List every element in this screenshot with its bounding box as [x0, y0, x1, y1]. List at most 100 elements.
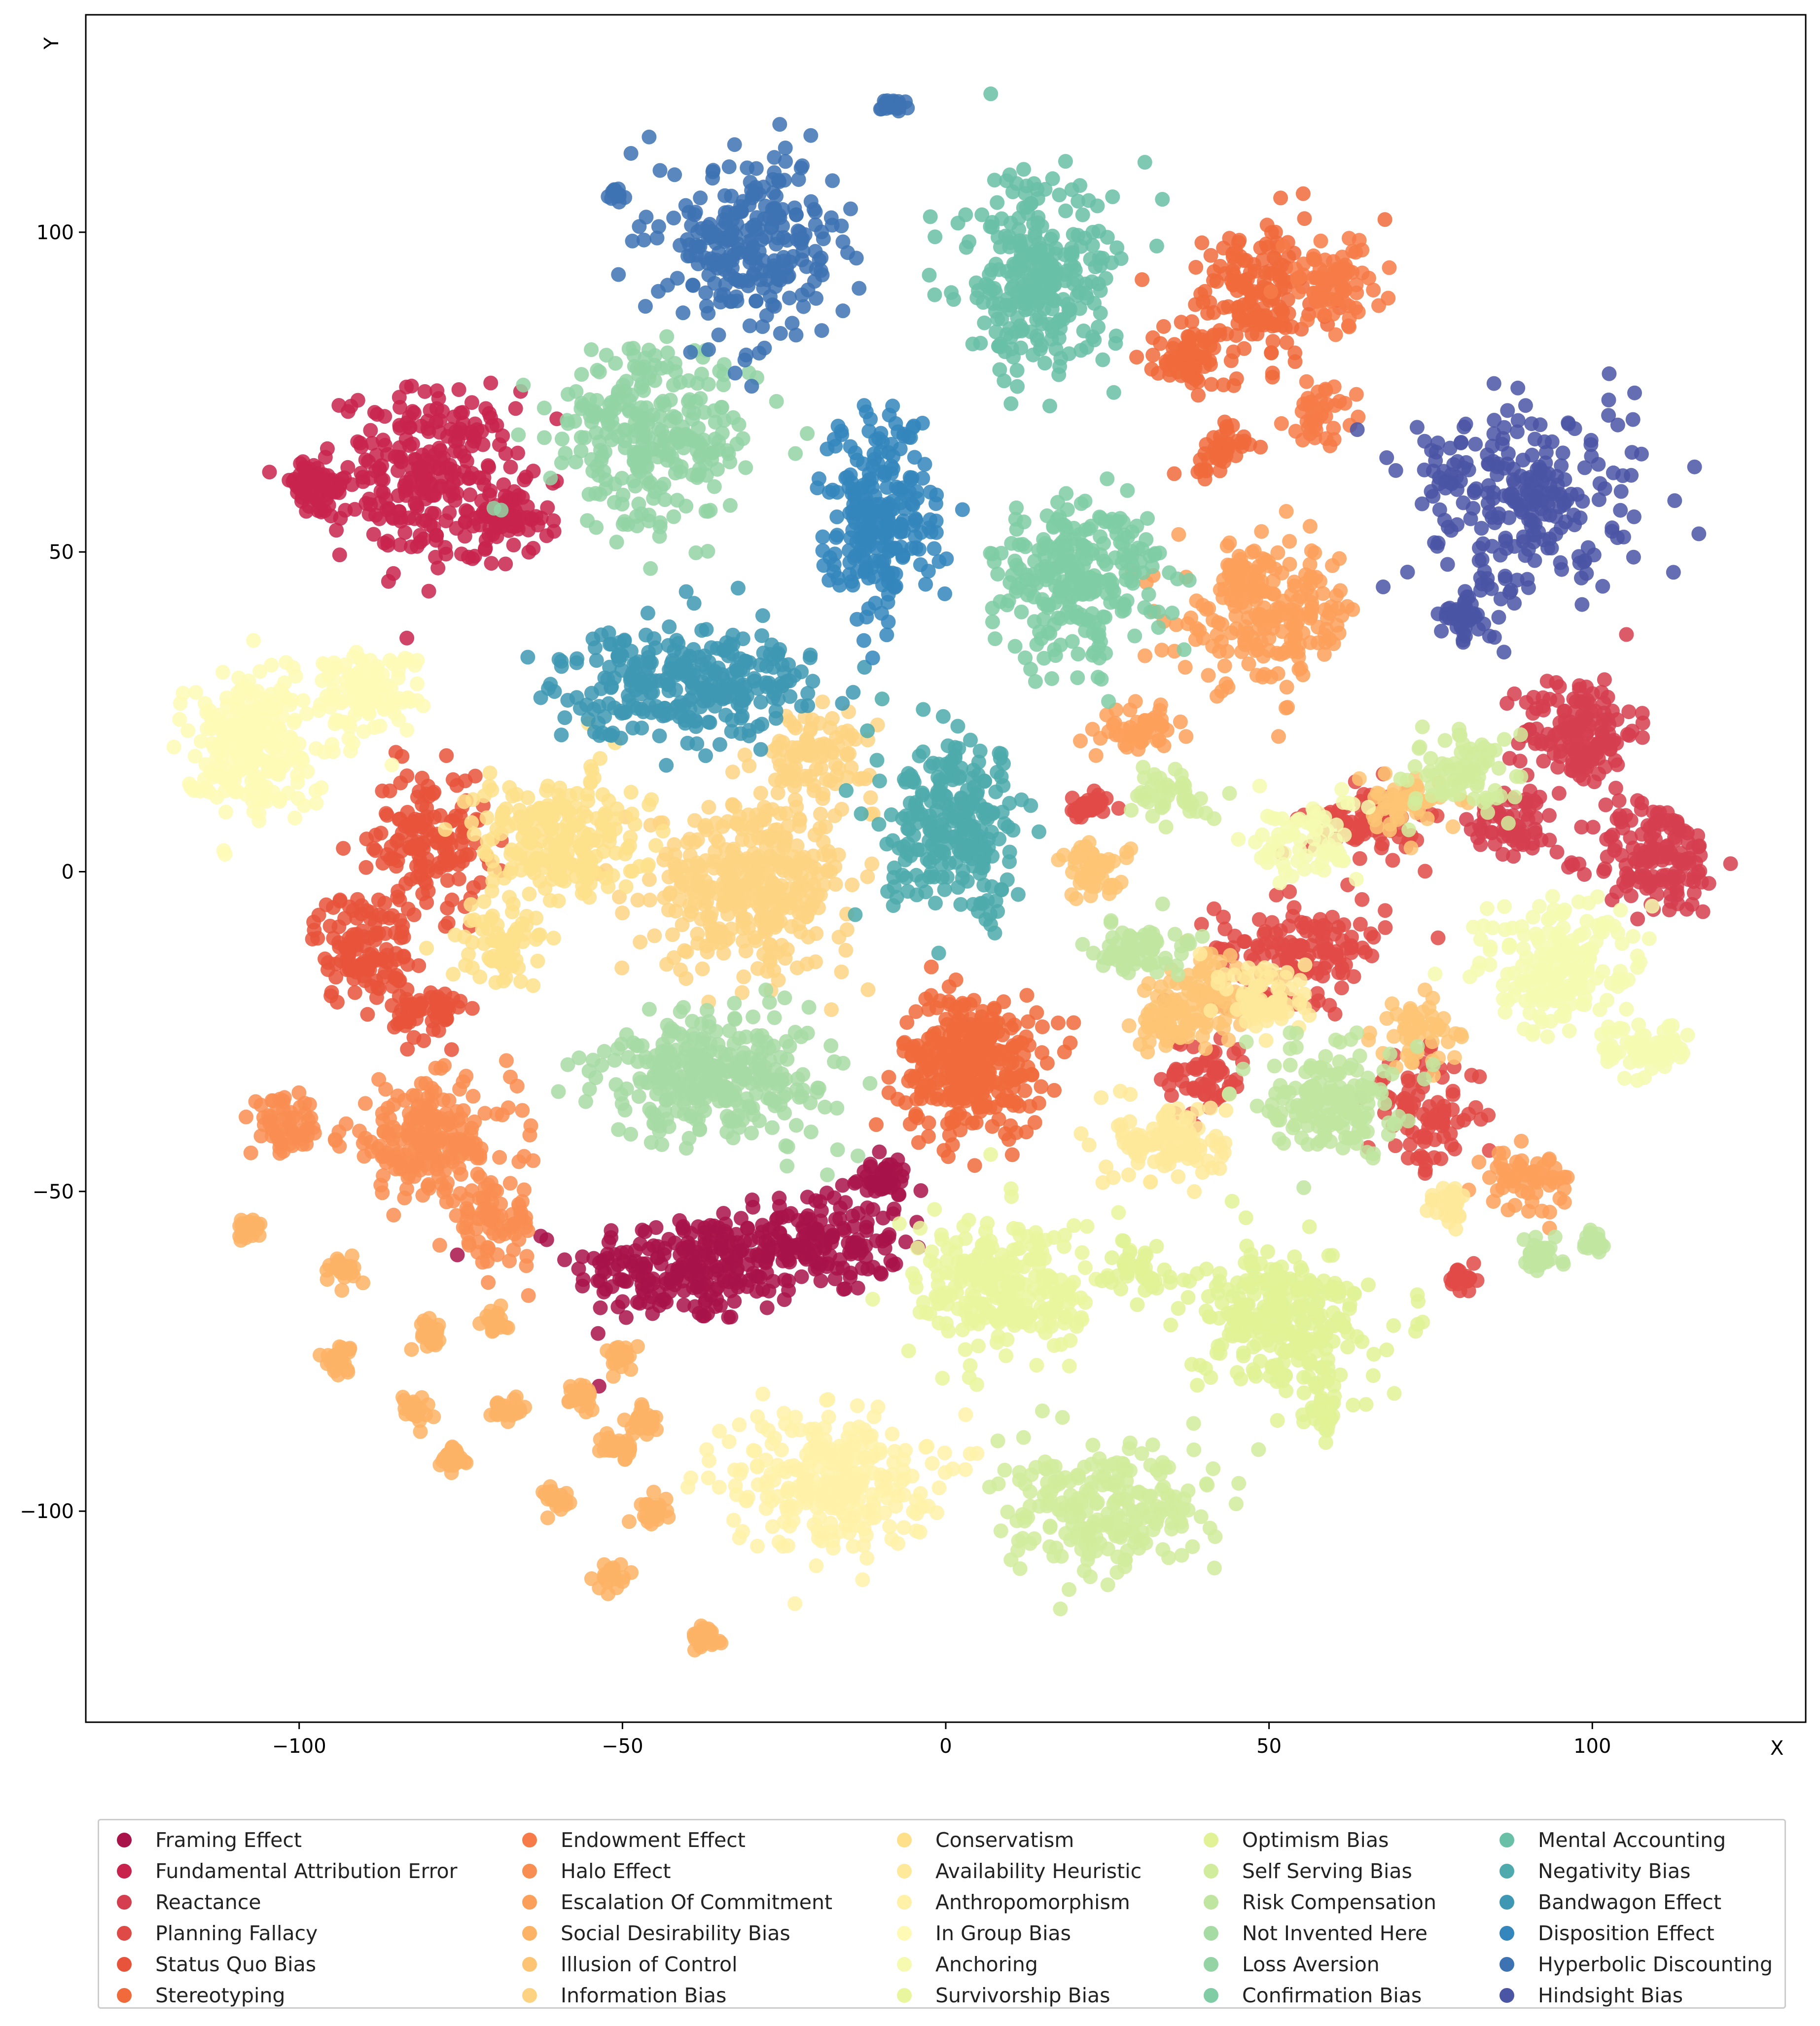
data-point	[1259, 217, 1275, 233]
data-point	[410, 816, 426, 832]
data-point	[373, 826, 389, 841]
data-point	[839, 922, 855, 938]
data-point	[676, 1298, 691, 1313]
data-point	[819, 772, 834, 787]
data-point	[632, 1296, 647, 1311]
data-point	[1535, 698, 1551, 714]
data-point	[1198, 462, 1213, 477]
data-point	[1668, 832, 1683, 848]
data-point	[675, 1273, 690, 1289]
data-point	[1658, 848, 1673, 863]
data-point	[243, 1145, 258, 1160]
data-point	[1306, 414, 1321, 429]
data-point	[414, 1076, 429, 1091]
data-point	[1385, 996, 1400, 1012]
data-point	[464, 1001, 480, 1016]
data-point	[813, 806, 828, 822]
data-point	[463, 487, 478, 503]
data-point	[750, 1253, 766, 1268]
data-point	[1448, 1222, 1463, 1237]
data-point	[806, 783, 821, 798]
data-point	[475, 437, 491, 452]
data-point	[685, 865, 700, 880]
data-point	[357, 1096, 373, 1111]
data-point	[369, 448, 384, 463]
data-point	[617, 1412, 632, 1428]
data-point	[844, 760, 859, 775]
data-point	[1181, 334, 1197, 349]
data-point	[1549, 675, 1564, 690]
data-point	[1566, 718, 1581, 733]
data-point	[1404, 1054, 1419, 1070]
data-point	[1194, 967, 1209, 982]
data-point	[820, 864, 835, 879]
data-point	[438, 822, 453, 837]
data-point	[901, 1073, 916, 1088]
data-point	[489, 529, 504, 544]
data-point	[1352, 851, 1367, 866]
data-point	[346, 1260, 361, 1275]
data-point	[441, 1111, 457, 1126]
data-point	[429, 401, 444, 416]
data-point	[1528, 825, 1543, 840]
data-point	[1259, 1008, 1274, 1023]
data-point	[1557, 1169, 1572, 1185]
data-point	[1663, 875, 1678, 891]
data-point	[540, 500, 555, 515]
data-point	[661, 903, 676, 918]
data-point	[1318, 602, 1333, 617]
data-point	[693, 1632, 708, 1647]
data-point	[1635, 730, 1650, 745]
data-point	[333, 953, 349, 969]
data-point	[1635, 715, 1650, 730]
data-point	[824, 744, 839, 759]
data-point	[405, 404, 420, 419]
data-point	[1001, 1055, 1017, 1071]
data-point	[772, 1191, 787, 1206]
data-point	[1188, 260, 1204, 275]
data-point	[1031, 1095, 1046, 1111]
data-point	[1192, 623, 1207, 638]
data-point	[624, 806, 640, 822]
data-point	[465, 551, 480, 566]
data-point	[1198, 1041, 1213, 1056]
data-point	[1609, 712, 1625, 727]
data-point	[607, 821, 623, 836]
data-point	[422, 1181, 437, 1196]
data-point	[336, 841, 351, 856]
data-point	[252, 1216, 268, 1231]
data-point	[429, 383, 445, 398]
data-point	[869, 1169, 884, 1185]
data-point	[977, 1042, 993, 1057]
data-point	[650, 1239, 665, 1254]
scatter-points	[166, 86, 1738, 1658]
data-point	[703, 1218, 718, 1233]
data-point	[338, 1116, 354, 1131]
data-point	[1080, 793, 1095, 808]
data-point	[432, 1237, 447, 1253]
data-point	[406, 907, 422, 922]
data-point	[828, 757, 843, 772]
data-point	[1272, 271, 1287, 287]
data-point	[476, 470, 492, 485]
data-point	[1265, 963, 1280, 978]
data-point	[484, 782, 500, 797]
data-point	[1502, 751, 1517, 766]
data-point	[498, 446, 513, 461]
data-point	[977, 1066, 993, 1082]
data-point	[1136, 732, 1151, 748]
data-point	[1290, 615, 1305, 630]
data-point	[1187, 1184, 1202, 1199]
data-point	[1542, 1204, 1557, 1220]
data-point	[1374, 840, 1389, 856]
data-point	[785, 740, 800, 755]
data-point	[1534, 736, 1549, 752]
data-point	[1621, 704, 1637, 720]
data-point	[276, 1102, 291, 1117]
data-point	[460, 1206, 475, 1221]
data-point	[547, 867, 562, 882]
data-point	[1251, 912, 1267, 927]
data-point	[956, 1082, 971, 1097]
series-reactance	[1459, 627, 1738, 927]
data-point	[617, 846, 633, 862]
